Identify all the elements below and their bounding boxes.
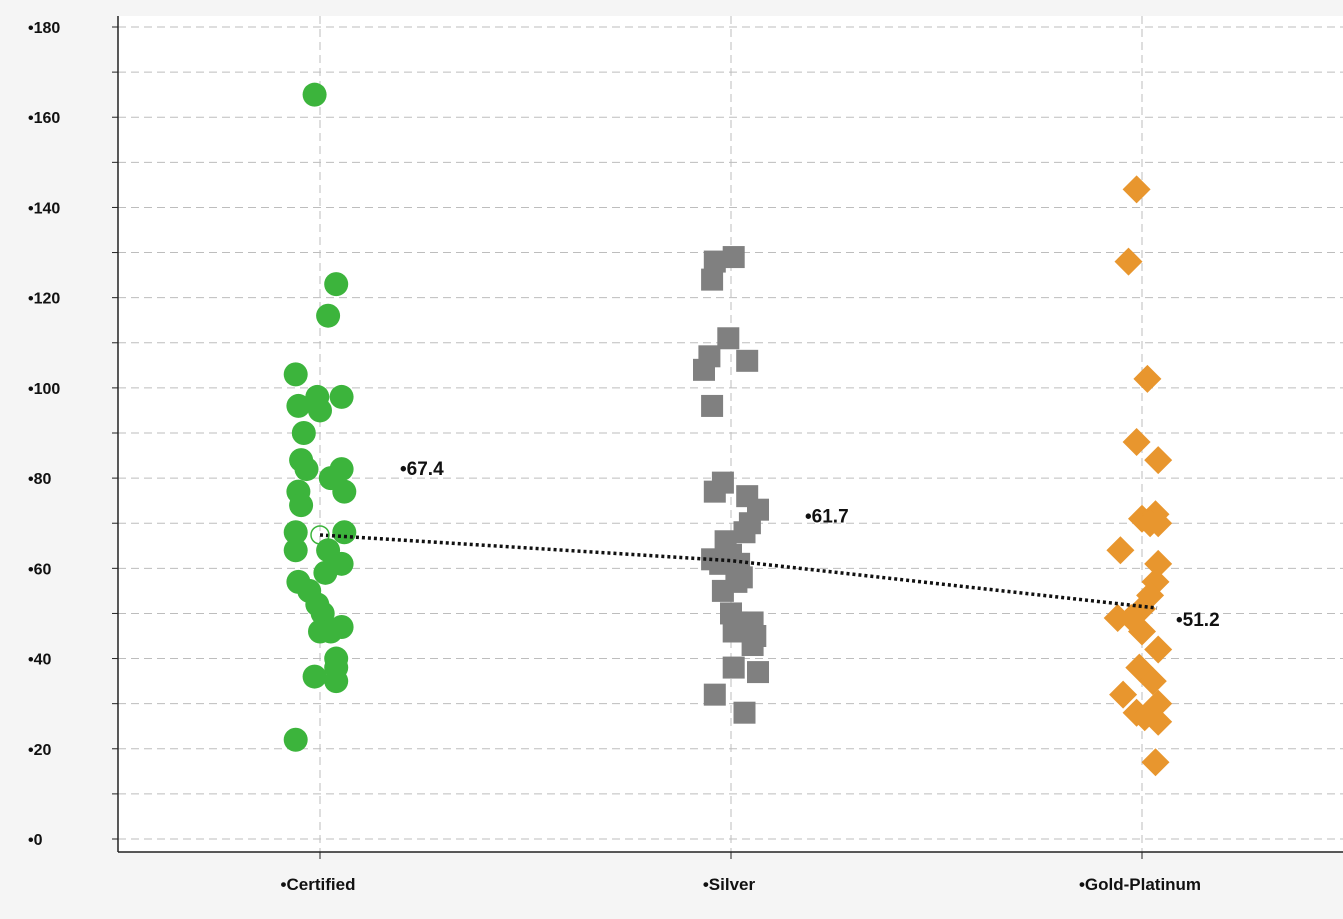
data-point-square: [747, 661, 769, 684]
y-tick-label: •160: [28, 110, 60, 127]
data-point-circle: [324, 669, 349, 694]
mean-value-label: •61.7: [805, 507, 849, 528]
data-point-square: [703, 250, 726, 273]
data-point-square: [722, 620, 745, 643]
y-tick-label: •0: [28, 832, 43, 849]
data-point-square: [711, 471, 734, 494]
data-point-diamond: [1144, 446, 1173, 475]
mean-marker: [310, 525, 330, 545]
mean-trend: •67.4 •61.7 •51.2: [310, 459, 1220, 631]
data-point-square: [703, 683, 726, 706]
data-point-circle: [316, 303, 341, 328]
data-point-diamond: [1106, 536, 1135, 565]
data-point-square: [736, 349, 759, 372]
y-tick-label: •80: [28, 471, 52, 488]
data-points: [283, 82, 1173, 777]
y-tick-label: •120: [28, 291, 60, 308]
category-label: •Certified: [281, 875, 356, 894]
data-point-square: [709, 552, 732, 575]
data-point-square: [701, 268, 724, 291]
data-point-diamond: [1144, 635, 1173, 664]
data-point-diamond: [1109, 680, 1138, 709]
category-label: •Gold-Platinum: [1079, 875, 1201, 894]
data-point-circle: [294, 457, 319, 482]
y-tick-label: •20: [28, 742, 52, 759]
data-point-circle: [289, 493, 314, 518]
data-point-circle: [283, 362, 308, 387]
data-point-diamond: [1133, 364, 1162, 393]
data-point-diamond: [1122, 428, 1151, 457]
data-point-circle: [324, 272, 349, 297]
data-point-circle: [308, 398, 332, 423]
data-point-square: [741, 634, 764, 657]
data-point-circle: [302, 664, 327, 689]
category-labels: •Certified •Silver •Gold-Platinum: [281, 875, 1202, 894]
mean-value-label: •51.2: [1176, 610, 1220, 631]
data-point-square: [701, 394, 724, 417]
data-point-circle: [286, 393, 311, 418]
data-point-square: [711, 579, 734, 602]
data-point-circle: [332, 520, 357, 545]
data-point-diamond: [1144, 509, 1173, 538]
data-point-diamond: [1122, 175, 1151, 204]
data-point-square: [693, 358, 715, 381]
data-point-circle: [291, 421, 316, 445]
data-point-circle: [329, 384, 354, 409]
data-point-circle: [283, 727, 308, 752]
data-point-diamond: [1144, 549, 1173, 578]
data-point-square: [722, 246, 745, 269]
data-point-diamond: [1144, 707, 1173, 736]
data-point-diamond: [1114, 247, 1143, 276]
data-point-square: [733, 701, 756, 724]
y-tick-label: •140: [28, 200, 60, 217]
data-point-circle: [302, 82, 327, 107]
y-tick-label: •40: [28, 652, 52, 669]
mean-value-label: •67.4: [400, 459, 444, 480]
data-point-circle: [283, 520, 308, 545]
mean-trend-line: [319, 533, 1158, 610]
y-tick-label: •180: [28, 20, 60, 37]
y-tick-label: •60: [28, 561, 52, 578]
y-tick-labels: •0 •20 •40 •60 •80 •100 •120 •140 •160 •180: [28, 20, 60, 849]
category-label: •Silver: [703, 875, 756, 894]
axes: [112, 16, 1343, 859]
data-point-circle: [313, 560, 338, 585]
data-point-diamond: [1128, 617, 1156, 646]
data-point-square: [733, 521, 756, 544]
data-point-square: [722, 656, 745, 679]
data-point-diamond: [1141, 748, 1170, 777]
data-point-square: [717, 327, 740, 350]
data-point-circle: [332, 479, 357, 504]
data-point-circle: [283, 538, 308, 563]
y-tick-label: •100: [28, 381, 60, 398]
data-point-circle: [318, 619, 343, 644]
data-point-diamond: [1138, 667, 1167, 696]
